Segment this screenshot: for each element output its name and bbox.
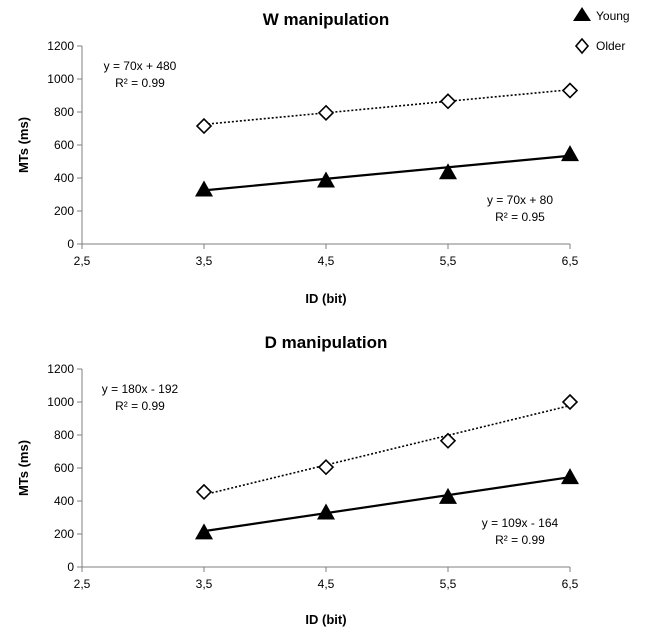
r2-older: R² = 0.99	[115, 399, 165, 413]
y-axis-label: MTs (ms)	[16, 117, 31, 173]
y-tick-label: 1200	[47, 39, 74, 53]
y-tick-label: 400	[54, 494, 74, 508]
legend-marker-older	[574, 37, 590, 55]
x-tick-label: 2,5	[74, 577, 91, 591]
x-tick-label: 6,5	[562, 577, 579, 591]
x-tick-label: 3,5	[196, 577, 213, 591]
chart-w-manipulation: W manipulation 0 200 400 600 800 1000 1200 2,5 3,…	[16, 10, 579, 306]
r2-older: R² = 0.99	[115, 76, 165, 90]
r2-young: R² = 0.95	[495, 210, 545, 224]
point-young	[317, 171, 335, 188]
x-tick-label: 6,5	[562, 254, 579, 268]
point-older	[195, 483, 213, 501]
equation-older: y = 180x - 192	[102, 382, 179, 396]
x-axis-label: ID (bit)	[305, 291, 346, 306]
point-young	[195, 180, 213, 197]
trendline-older	[203, 88, 571, 126]
point-older	[439, 93, 457, 110]
y-tick-label: 600	[54, 461, 74, 475]
point-young	[561, 145, 579, 162]
y-tick-label: 800	[54, 105, 74, 119]
legend: Young Older	[573, 7, 630, 55]
x-tick-label: 3,5	[196, 254, 213, 268]
x-tick-label: 2,5	[74, 254, 91, 268]
point-older	[439, 432, 457, 449]
point-young	[439, 163, 457, 180]
y-tick-label: 400	[54, 171, 74, 185]
legend-item-young: Young	[573, 7, 630, 23]
equation-young: y = 109x - 164	[482, 516, 559, 530]
point-young	[561, 468, 579, 485]
x-tick-label: 4,5	[318, 254, 335, 268]
point-older	[317, 104, 335, 121]
y-tick-label: 600	[54, 138, 74, 152]
legend-marker-young	[573, 7, 591, 21]
point-young	[195, 523, 213, 540]
x-tick-label: 5,5	[440, 577, 457, 591]
r2-young: R² = 0.99	[495, 533, 545, 547]
y-tick-label: 1200	[47, 362, 74, 376]
trendline-older	[203, 404, 571, 496]
x-axis-label: ID (bit)	[305, 612, 346, 627]
y-axis-label: MTs (ms)	[16, 440, 31, 496]
y-tick-label: 0	[67, 560, 74, 574]
y-tick-label: 800	[54, 428, 74, 442]
point-older	[561, 82, 579, 99]
equation-older: y = 70x + 480	[104, 59, 177, 73]
y-tick-label: 0	[67, 237, 74, 251]
equation-young: y = 70x + 80	[487, 193, 553, 207]
legend-item-older: Older	[574, 37, 625, 55]
chart-title: W manipulation	[263, 10, 390, 29]
trendline-young	[203, 476, 571, 533]
x-tick-label: 5,5	[440, 254, 457, 268]
point-older	[317, 459, 335, 476]
y-tick-label: 1000	[47, 395, 74, 409]
legend-label-young: Young	[596, 9, 630, 23]
chart-title: D manipulation	[265, 333, 388, 352]
trendline-young	[203, 154, 571, 192]
point-older	[195, 117, 213, 135]
y-tick-label: 200	[54, 527, 74, 541]
point-young	[317, 503, 335, 520]
point-young	[439, 487, 457, 504]
legend-label-older: Older	[596, 39, 625, 53]
y-tick-label: 200	[54, 204, 74, 218]
point-older	[561, 393, 579, 411]
chart-d-manipulation: D manipulation 0 200 400 600 800 1000 1200 2,5 3,…	[16, 333, 579, 627]
y-tick-label: 1000	[47, 72, 74, 86]
x-tick-label: 4,5	[318, 577, 335, 591]
